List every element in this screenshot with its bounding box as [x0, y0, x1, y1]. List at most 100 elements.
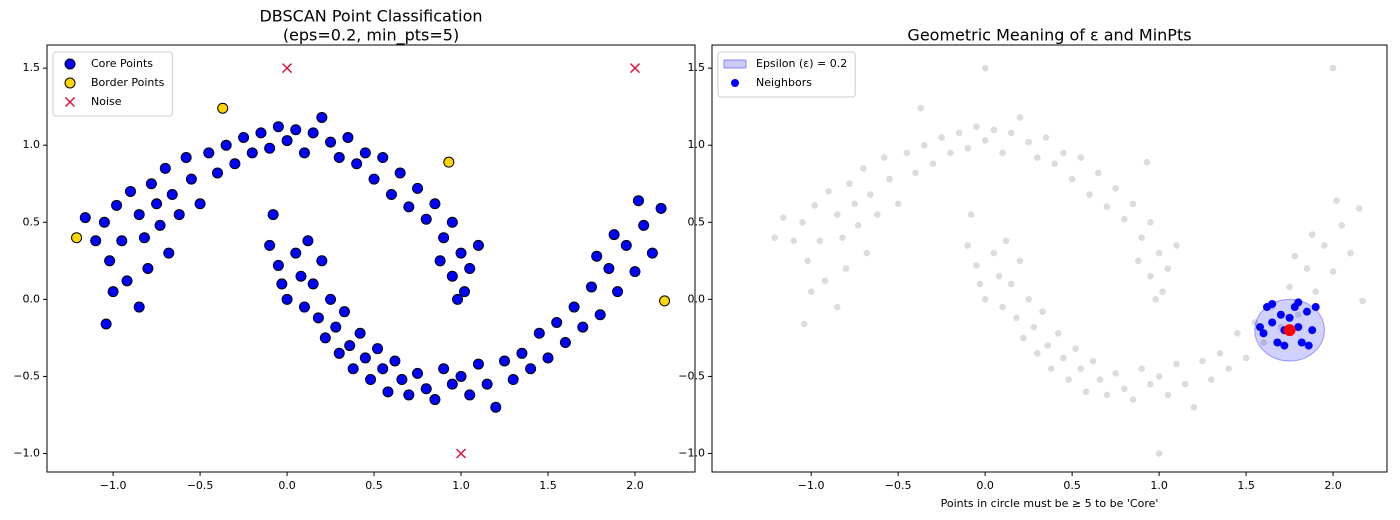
point [194, 198, 206, 210]
point [1060, 149, 1067, 157]
chart-title: Geometric Meaning of ε and MinPts [907, 26, 1191, 45]
point [1129, 200, 1137, 208]
point [298, 147, 310, 159]
point [938, 134, 945, 141]
point [1234, 329, 1241, 337]
point [851, 200, 858, 208]
x-tick-label: 0.5 [365, 479, 383, 492]
point [90, 235, 102, 247]
point [98, 216, 110, 228]
point [307, 278, 319, 290]
point [111, 199, 123, 211]
point [1042, 134, 1050, 141]
point [1103, 391, 1111, 399]
point [1251, 319, 1259, 326]
y-tick-label: −0.5 [13, 369, 40, 382]
point [780, 214, 787, 221]
point [533, 327, 545, 339]
point [585, 281, 597, 293]
point [947, 149, 954, 157]
point [220, 139, 232, 151]
point [325, 136, 337, 148]
center-point [1283, 324, 1296, 337]
legend-marker [64, 77, 76, 89]
point [860, 165, 867, 172]
point [1094, 169, 1102, 177]
point [1297, 338, 1306, 347]
point [1147, 272, 1154, 280]
y-tick-label: −0.5 [678, 369, 705, 382]
x-tick-label: 1.0 [1150, 479, 1168, 492]
point [203, 147, 215, 159]
point [646, 247, 658, 259]
point [133, 301, 145, 313]
point [438, 363, 450, 375]
point [1181, 380, 1189, 388]
point [276, 278, 288, 290]
point [1147, 218, 1154, 226]
legend-box [52, 51, 173, 117]
point [999, 303, 1006, 311]
point [816, 237, 824, 245]
point [1129, 396, 1137, 403]
point [821, 277, 829, 285]
point [464, 263, 476, 275]
point [272, 121, 284, 133]
y-tick-label: 0.0 [688, 292, 706, 305]
point [347, 363, 359, 375]
point [603, 263, 615, 275]
point [354, 327, 366, 339]
point [976, 280, 984, 288]
point [1207, 376, 1215, 383]
point [1259, 329, 1268, 338]
point [238, 131, 250, 143]
point [867, 191, 874, 198]
point [886, 175, 893, 183]
point [446, 378, 458, 390]
point [1025, 296, 1032, 303]
point [100, 318, 112, 330]
legend: Core Points Border Points Noise [52, 51, 173, 117]
point [1291, 252, 1299, 260]
point [412, 182, 424, 194]
axes-frame [46, 44, 696, 473]
point [1256, 323, 1265, 332]
y-tick-label: 0.5 [23, 215, 41, 228]
noise-marker [455, 448, 467, 459]
point [981, 64, 989, 72]
y-tick-label: −1.0 [678, 447, 705, 460]
y-tick-label: 1.5 [688, 61, 706, 74]
point [568, 301, 580, 313]
point [116, 235, 128, 247]
point [912, 169, 919, 177]
point [846, 180, 853, 188]
point [359, 352, 371, 364]
point [455, 370, 467, 382]
point [1025, 138, 1032, 146]
point [990, 249, 998, 257]
point [420, 383, 432, 395]
point [481, 378, 493, 390]
point [1173, 242, 1180, 249]
point [964, 144, 972, 152]
point [973, 262, 980, 269]
point [1051, 160, 1059, 167]
point [1333, 197, 1340, 204]
x-tick-label: 1.5 [1237, 479, 1255, 492]
point [1121, 385, 1128, 393]
axes-frame [711, 44, 1388, 473]
point [264, 142, 276, 154]
point [1072, 345, 1079, 352]
point [1359, 297, 1366, 305]
point [264, 239, 276, 251]
point [342, 131, 354, 143]
point [1082, 388, 1090, 396]
point [1016, 257, 1024, 265]
point [185, 173, 197, 185]
point [1164, 265, 1172, 272]
point [1016, 114, 1024, 121]
point [790, 237, 798, 245]
point [981, 137, 989, 144]
point [973, 123, 980, 131]
